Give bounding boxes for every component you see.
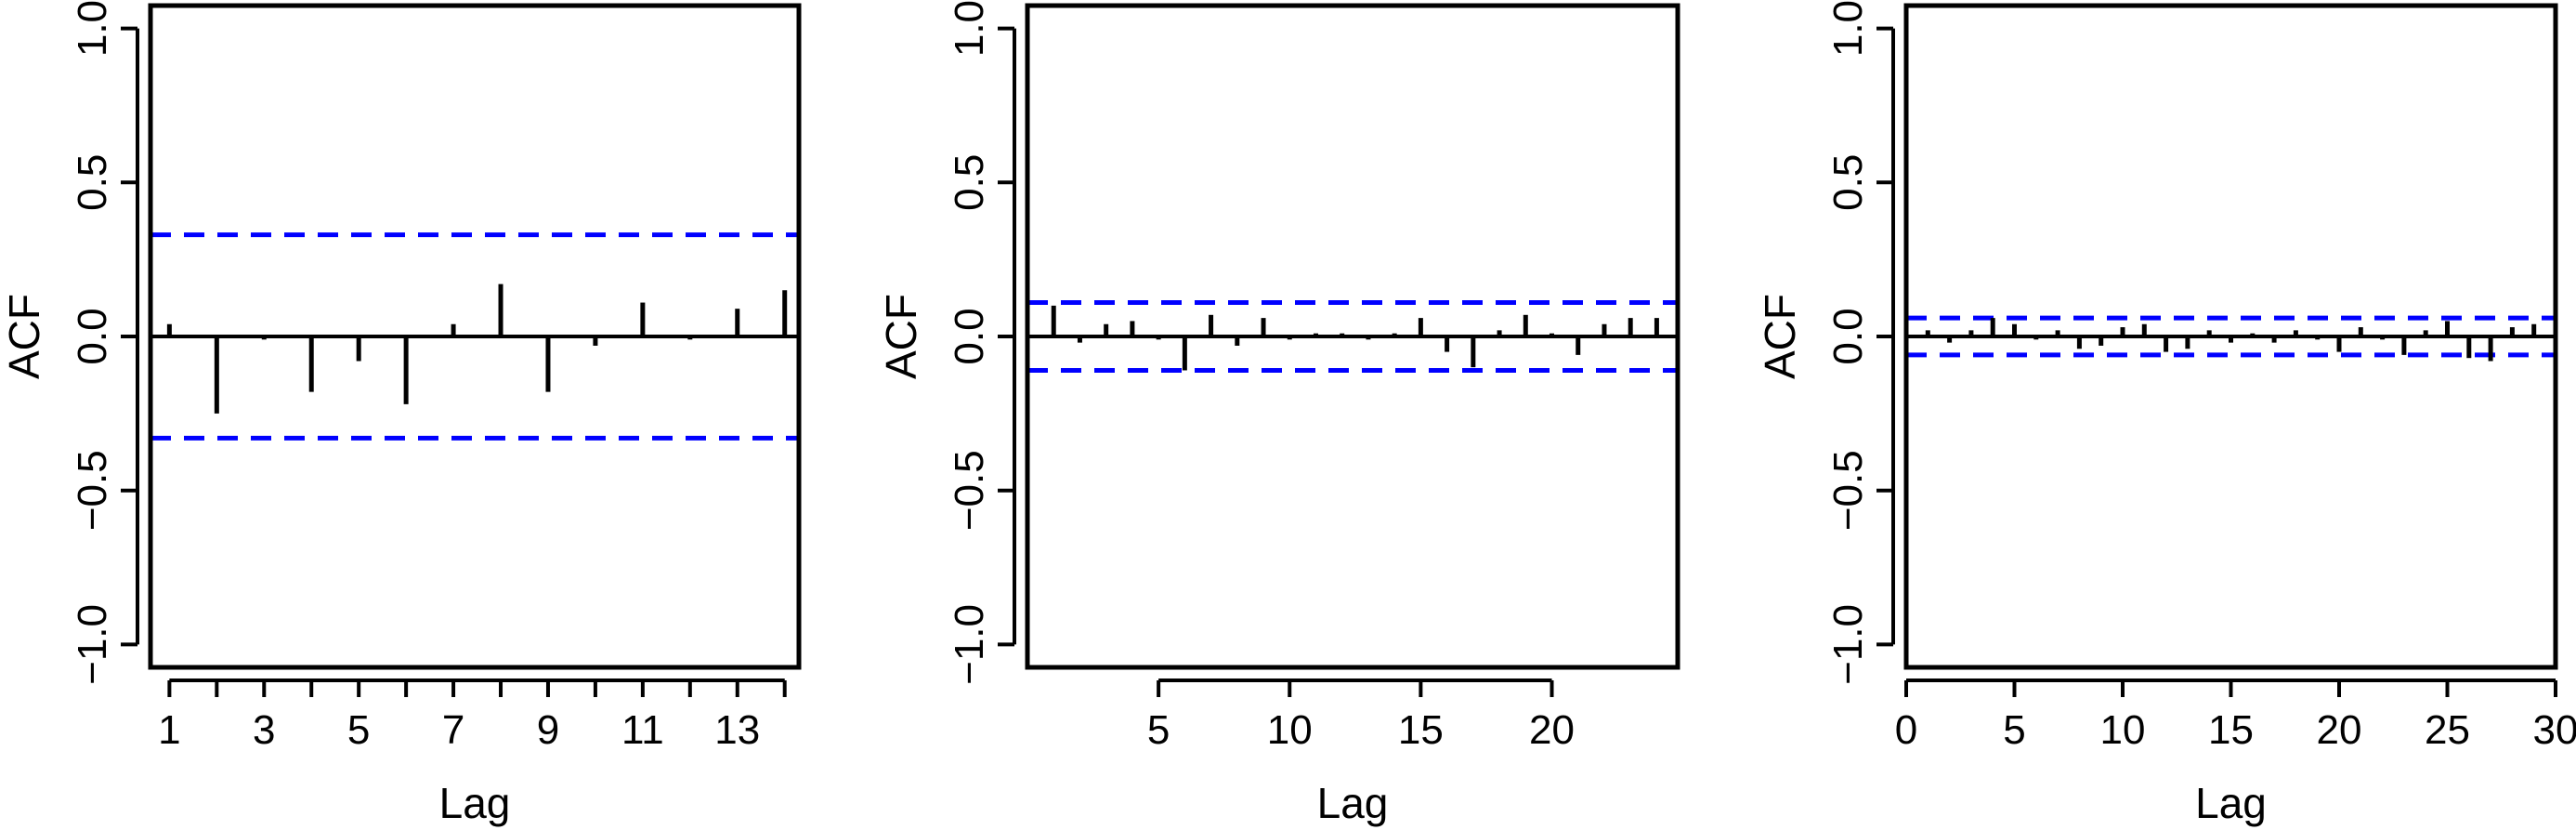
x-tick-label: 11 <box>621 707 664 753</box>
y-tick-label: −1.0 <box>70 604 115 685</box>
y-tick-label: 0.5 <box>70 154 115 211</box>
x-tick-label: 30 <box>2533 707 2576 753</box>
x-tick-label: 9 <box>537 707 559 753</box>
y-axis-label: ACF <box>1756 294 1804 379</box>
acf-panel-2: 5 10 15 20 −1.0 −0.5 0.0 0.5 1.0 Lag ACF <box>877 0 1680 827</box>
y-tick-label: 0.5 <box>1825 154 1871 211</box>
x-axis-label: Lag <box>439 779 511 827</box>
x-tick-label: 20 <box>1529 707 1575 753</box>
x-tick-label: 5 <box>1147 707 1170 753</box>
y-tick-label: −1.0 <box>1825 604 1871 685</box>
x-tick-label: 10 <box>2100 707 2146 753</box>
y-tick-label: 0.5 <box>947 154 992 211</box>
acf-panel-3: 0 5 10 15 20 25 30 −1.0 −0.5 0.0 0.5 1.0 Lag ACF <box>1756 0 2576 827</box>
x-tick-label: 0 <box>1895 707 1917 753</box>
x-axis-label: Lag <box>2195 779 2267 827</box>
plot-frame <box>148 3 802 670</box>
x-tick-label: 3 <box>253 707 275 753</box>
x-tick-label: 20 <box>2317 707 2362 753</box>
x-tick-label: 25 <box>2425 707 2470 753</box>
y-tick-label: −1.0 <box>947 604 992 685</box>
y-tick-label: −0.5 <box>947 450 992 531</box>
x-tick-label: 13 <box>714 707 760 753</box>
y-tick-label: 0.0 <box>1825 308 1871 364</box>
x-tick-label: 10 <box>1267 707 1313 753</box>
y-axis-label: ACF <box>0 294 48 379</box>
y-tick-label: 1.0 <box>947 0 992 57</box>
y-tick-label: 0.0 <box>70 308 115 364</box>
x-tick-label: 5 <box>2003 707 2025 753</box>
y-tick-label: 1.0 <box>1825 0 1871 57</box>
plot-frame <box>1903 3 2558 670</box>
y-tick-label: 0.0 <box>947 308 992 364</box>
y-tick-label: −0.5 <box>1825 450 1871 531</box>
x-tick-label: 15 <box>1398 707 1444 753</box>
plot-frame <box>1025 3 1680 670</box>
y-tick-label: −0.5 <box>70 450 115 531</box>
x-axis-label: Lag <box>1317 779 1389 827</box>
y-tick-label: 1.0 <box>70 0 115 57</box>
x-tick-label: 1 <box>158 707 180 753</box>
y-axis-label: ACF <box>877 294 925 379</box>
x-tick-label: 5 <box>347 707 370 753</box>
x-tick-label: 7 <box>442 707 464 753</box>
x-tick-label: 15 <box>2208 707 2254 753</box>
